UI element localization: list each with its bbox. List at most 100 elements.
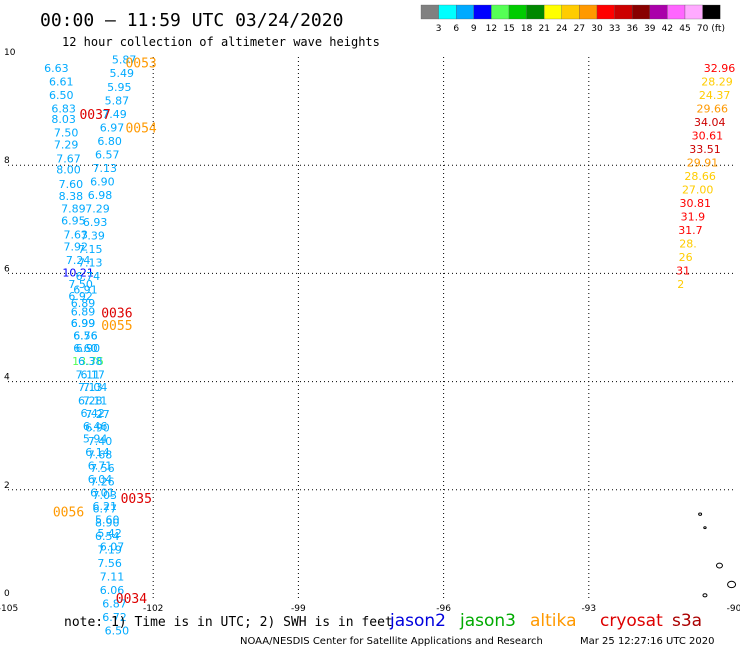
swh-value-label: 33.51 [689,143,721,156]
swh-value-label: 31.7 [678,224,703,237]
swh-value-label: 13.76 [72,355,104,368]
swh-value-label: 6.97 [100,121,125,134]
swh-value-label: 24.37 [699,89,731,102]
swh-value-label: 6.71 [88,459,113,472]
plot-area: -105-102-99-96-93-9002468106.636.616.506… [0,48,740,637]
swh-value-label: 7.40 [88,435,113,448]
satellite-legend-entry: cryosat [600,611,663,631]
swh-value-label: 7.49 [102,108,127,121]
swh-value-label: 31 [676,265,690,278]
note-text: note: 1) Time is in UTC; 2) SWH is in fe… [64,615,393,630]
swh-value-label: 7.50 [54,127,79,140]
swh-value-label: 6.76 [73,330,98,343]
colorbar-swatch [561,4,580,20]
swh-value-label: 28. [679,238,697,251]
swh-value-label: 7.11 [76,369,101,382]
swh-value-label: 29.91 [687,156,719,169]
colorbar-swatch [420,4,439,20]
swh-value-label: 6.14 [85,446,110,459]
y-tick-label: 8 [4,156,10,166]
pass-time-label: 0037 [79,108,110,123]
swh-value-label: 5.60 [95,514,120,527]
swh-value-label: 6.90 [76,342,101,355]
swh-value-label: 6.87 [102,597,127,610]
swh-value-label: 6.91 [73,284,98,297]
swh-value-label: 6.77 [93,503,118,516]
swh-value-label: 7.92 [64,240,89,253]
swh-value-label: 6.07 [100,541,125,554]
swh-value-label: 6.01 [90,487,115,500]
colorbar-unit: (ft) [711,24,725,34]
swh-value-label: 6.92 [68,290,93,303]
colorbar-swatch [491,4,510,20]
swh-value-label: 5.87 [112,54,137,67]
swh-value-label: 6.98 [88,189,113,202]
colorbar-label: 36 [626,24,638,34]
swh-value-label: 6.89 [71,297,96,310]
swh-value-label: 7.13 [93,162,118,175]
colorbar-swatch [544,4,562,20]
swh-value-label: 8.03 [51,113,76,126]
coastline-shape [702,593,708,598]
swh-value-label: 6.38 [78,355,103,368]
swh-value-label: 6.93 [83,216,108,229]
swh-value-label: 6.17 [80,369,105,382]
y-tick-label: 0 [4,589,10,599]
x-tick-label: -90 [727,604,740,614]
swh-value-label: 7.89 [61,202,86,215]
satellite-legend: jason2 jason3 altika cryosat s3a [389,611,702,631]
swh-value-label: 6.90 [85,422,110,435]
swh-value-label: 6.42 [80,407,105,420]
colorbar-label: 30 [591,24,603,34]
swh-value-label: 7.19 [97,543,122,556]
y-tick-label: 4 [4,373,10,383]
satellite-legend-entry: altika [530,611,577,631]
swh-value-label: 6.04 [88,473,113,486]
colorbar-swatch [456,4,474,20]
colorbar-label: 6 [453,24,459,34]
colorbar-label: 45 [679,24,690,34]
coastline-shape [727,580,737,589]
coastline-shape [703,526,707,530]
swh-value-label: 5.49 [109,67,134,80]
colorbar-swatch [684,4,703,20]
colorbar-swatch [614,4,633,20]
swh-value-label: 8.38 [59,190,84,203]
swh-value-label: 7.11 [83,395,108,408]
colorbar-label: 39 [644,24,656,34]
colorbar-label: 12 [486,24,497,34]
swh-value-label: 28.66 [684,170,716,183]
swh-value-label: 7.27 [85,408,110,421]
swh-value-label: 7.26 [90,476,115,489]
colorbar-label: 33 [609,24,620,34]
swh-value-label: 5.42 [97,527,122,540]
swh-value-label: 6.56 [73,330,98,343]
colorbar-label: 24 [556,24,568,34]
y-tick-label: 6 [4,264,10,274]
pass-time-label: 0034 [116,592,147,607]
swh-value-label: 7.11 [100,570,125,583]
swh-value-label: 7.60 [59,178,84,191]
swh-value-label: 7.13 [78,257,103,270]
pass-time-label: 0056 [53,505,84,520]
x-tick-label: -96 [436,604,451,614]
coastline-shape [698,512,703,516]
swh-value-label: 6.83 [51,102,76,115]
swh-value-label: 30.61 [692,129,724,142]
pass-time-label: 0053 [125,56,156,71]
swh-value-label: 6.99 [71,317,96,330]
colorbar-swatch [596,4,615,20]
pass-time-label: 0036 [101,306,132,321]
swh-value-label: 6.72 [102,611,127,624]
y-tick-label: 2 [4,481,10,491]
swh-value-label: 7.63 [64,228,89,241]
swh-value-label: 27.00 [682,184,714,197]
swh-value-label: 8.00 [56,164,81,177]
swh-value-label: 31.9 [681,211,706,224]
swh-value-label: 7.56 [97,557,122,570]
color-scale-legend: 3 6 9 12 15 18 21 24 27 30 33 36 39 42 45 70 (ft) [420,4,725,34]
chart-subtitle: 12 hour collection of altimeter wave hei… [62,35,380,49]
swh-value-label: 7.56 [90,462,115,475]
swh-value-label: 7.24 [66,254,91,267]
y-tick-label: 10 [4,48,16,58]
